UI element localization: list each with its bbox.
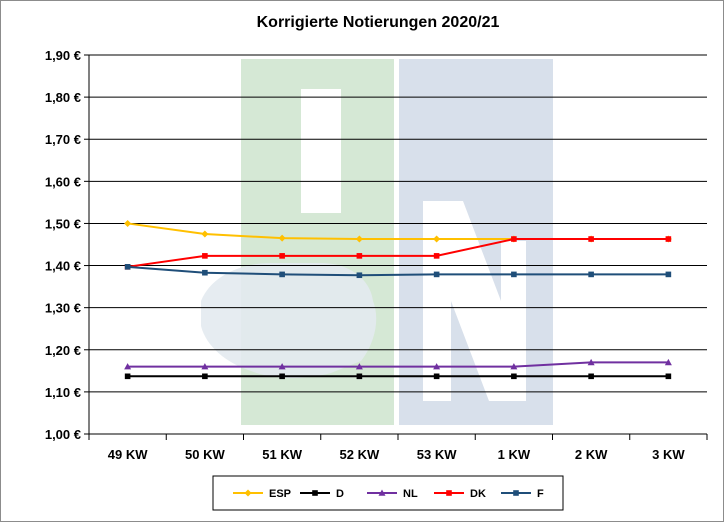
x-tick-label: 50 KW (185, 447, 225, 462)
series-group (124, 219, 672, 380)
series-line (127, 238, 669, 268)
data-point (588, 236, 594, 242)
data-point (433, 363, 441, 370)
data-point (279, 253, 285, 259)
data-point (356, 272, 363, 279)
legend-marker (312, 490, 318, 496)
y-tick-label: 1,50 € (45, 216, 81, 231)
data-point (433, 253, 440, 259)
isn-watermark-logo (201, 59, 553, 425)
series-nl (124, 358, 672, 370)
data-point (355, 235, 363, 243)
data-point (433, 235, 441, 243)
data-point (665, 373, 672, 380)
legend-entry-f: F (501, 488, 544, 500)
data-point (124, 219, 132, 227)
data-point (511, 271, 517, 278)
x-axis-tick-labels: 49 KW 50 KW 51 KW 52 KW 53 KW 1 KW 2 KW 3 KW (108, 447, 686, 462)
legend-entry-nl: NL (367, 488, 418, 500)
y-tick-label: 1,60 € (45, 174, 81, 189)
legend-label: F (537, 488, 544, 500)
x-tick-label: 1 KW (498, 447, 531, 462)
data-point (124, 264, 131, 270)
data-point (278, 234, 286, 242)
legend-marker (446, 490, 452, 496)
data-point (588, 373, 594, 380)
legend-entry-d: D (300, 488, 344, 500)
data-point (201, 363, 209, 370)
data-point (356, 253, 363, 259)
x-tick-label: 51 KW (262, 447, 302, 462)
data-point (279, 373, 285, 380)
legend-label: NL (403, 488, 418, 500)
data-point (202, 269, 208, 276)
data-point (511, 236, 517, 242)
data-point (511, 373, 517, 380)
data-point (356, 373, 363, 380)
data-point (355, 363, 363, 370)
y-tick-label: 1,80 € (45, 90, 81, 105)
series-line (127, 265, 669, 277)
y-tick-label: 1,20 € (45, 343, 81, 358)
data-point (588, 271, 594, 278)
x-tick-label: 52 KW (340, 447, 380, 462)
data-point (664, 358, 672, 366)
data-point (665, 271, 672, 278)
legend-label: ESP (269, 488, 291, 500)
y-tick-label: 1,00 € (45, 427, 81, 442)
data-point (202, 253, 208, 259)
y-tick-label: 1,10 € (45, 385, 81, 400)
data-point (124, 373, 131, 380)
x-tick-label: 2 KW (575, 447, 608, 462)
axes (88, 55, 708, 440)
legend: ESP D NL DK F (212, 475, 564, 511)
data-point (124, 363, 132, 370)
data-point (433, 373, 440, 380)
x-tick-label: 49 KW (108, 447, 148, 462)
data-point (587, 358, 595, 366)
data-point (202, 373, 208, 380)
legend-marker (513, 490, 519, 496)
data-point (201, 230, 209, 238)
data-point (665, 236, 672, 242)
series-line (127, 361, 669, 368)
data-point (510, 363, 518, 370)
y-axis-tick-labels: 1,00 € 1,10 € 1,20 € 1,30 € 1,40 € 1,50 € 1,60… (45, 48, 81, 442)
x-tick-label: 3 KW (652, 447, 685, 462)
legend-label: D (336, 488, 344, 500)
y-tick-label: 1,70 € (45, 132, 81, 147)
data-point (433, 271, 440, 278)
legend-marker (378, 489, 386, 496)
y-tick-label: 1,40 € (45, 259, 81, 274)
legend-marker (244, 489, 252, 497)
chart-title: Korrigierte Notierungen 2020/21 (257, 14, 500, 31)
series-dk (124, 236, 672, 270)
series-d (124, 373, 672, 380)
y-tick-label: 1,90 € (45, 48, 81, 63)
y-tick-label: 1,30 € (45, 301, 81, 316)
data-point (279, 271, 285, 278)
legend-label: DK (470, 488, 486, 500)
series-line (127, 222, 669, 241)
x-tick-label: 53 KW (417, 447, 457, 462)
series-f (124, 264, 672, 279)
legend-entry-esp: ESP (233, 488, 291, 500)
legend-entry-dk: DK (434, 488, 486, 500)
data-point (278, 363, 286, 370)
